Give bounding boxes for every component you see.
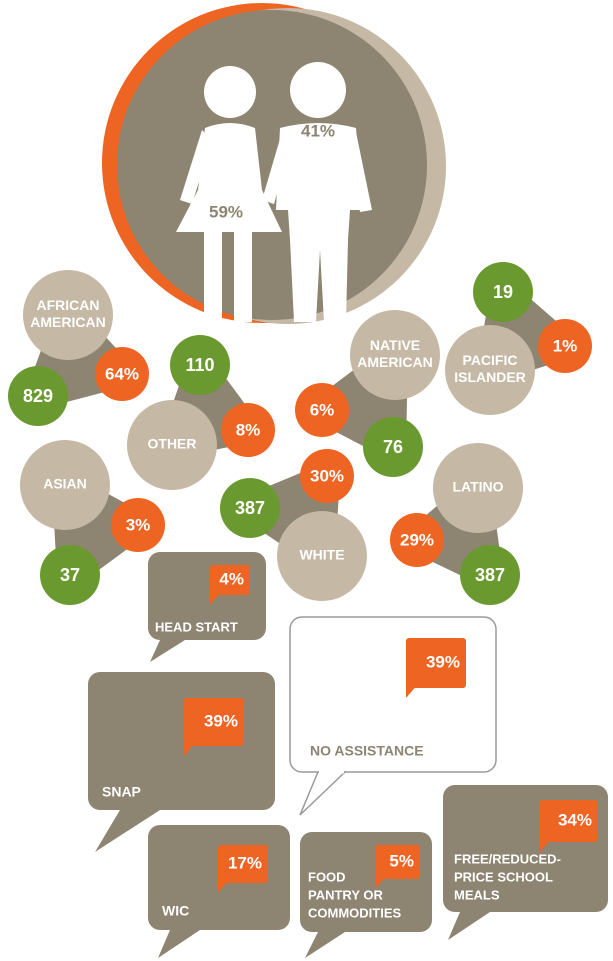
group-percent: 6% — [310, 400, 335, 419]
count-circle — [220, 478, 280, 538]
assistance-percent: 39% — [426, 652, 460, 671]
group-percent: 30% — [310, 466, 344, 485]
group-label: ASIAN — [43, 476, 87, 492]
label-circle — [277, 511, 367, 601]
percent-circle — [538, 319, 592, 373]
tag — [210, 565, 250, 595]
assistance-label: PRICE SCHOOL — [454, 869, 553, 884]
group-count: 387 — [475, 565, 505, 585]
group-count: 829 — [23, 386, 53, 406]
group-label: NATIVE — [370, 337, 420, 353]
assistance-label: WIC — [162, 903, 189, 919]
percent-circle — [300, 449, 354, 503]
label-circle — [445, 325, 535, 415]
assistance-percent: 5% — [389, 851, 414, 870]
assistance-label: HEAD START — [155, 619, 238, 634]
group-count: 37 — [60, 565, 80, 585]
group-count: 387 — [235, 498, 265, 518]
assistance-percent: 17% — [228, 853, 262, 872]
male-figure — [262, 62, 372, 322]
percent-circle — [95, 347, 149, 401]
tag-tail — [375, 875, 387, 889]
percent-circle — [295, 383, 349, 437]
female-percent: 59% — [209, 202, 243, 221]
bubble-tail — [158, 930, 200, 958]
tag — [406, 638, 466, 688]
assistance-label: COMMODITIES — [308, 905, 401, 920]
group-label: AMERICAN — [30, 314, 105, 330]
group-count: 110 — [185, 355, 214, 375]
percent-circle — [390, 513, 444, 567]
tag-tail — [540, 838, 552, 852]
percent-circle — [221, 403, 275, 457]
tag-tail — [218, 879, 230, 893]
bubble-tail — [299, 771, 347, 816]
label-circle — [20, 440, 110, 530]
bubble-tail — [305, 932, 345, 958]
tag-tail — [406, 684, 418, 698]
male-percent: 41% — [301, 121, 335, 140]
group-label: PACIFIC — [463, 352, 518, 368]
assistance-label: FOOD — [308, 869, 346, 884]
tag-tail — [210, 591, 222, 605]
count-circle — [473, 262, 533, 322]
group-percent: 64% — [105, 364, 139, 383]
tag — [184, 698, 244, 746]
assistance-label: MEALS — [454, 887, 500, 902]
bubble-tail — [95, 810, 160, 852]
group-label: AMERICAN — [357, 354, 432, 370]
assistance-label: PANTRY OR — [308, 887, 383, 902]
tag — [540, 800, 598, 842]
assistance-label: SNAP — [102, 784, 141, 800]
label-circle — [127, 400, 217, 490]
tag — [218, 845, 268, 883]
assistance-percent: 4% — [219, 569, 244, 588]
main-circle — [117, 10, 427, 320]
group-label: ISLANDER — [454, 369, 526, 385]
group-label: AFRICAN — [37, 297, 100, 313]
group-count: 19 — [493, 282, 513, 302]
label-circle — [23, 270, 113, 360]
label-circle — [433, 443, 523, 533]
group-percent: 3% — [126, 515, 151, 534]
assistance-label: FREE/REDUCED- — [454, 851, 561, 866]
tag — [375, 845, 420, 879]
bubble-tail — [448, 912, 490, 940]
bubble-tail — [150, 640, 185, 662]
group-percent: 29% — [400, 530, 434, 549]
group-label: WHITE — [299, 547, 344, 563]
assistance-percent: 34% — [558, 810, 592, 829]
count-circle — [363, 417, 423, 477]
group-label: LATINO — [452, 479, 503, 495]
percent-circle — [111, 498, 165, 552]
count-circle — [460, 545, 520, 605]
count-circle — [170, 335, 230, 395]
group-count: 76 — [383, 437, 403, 457]
female-figure — [176, 66, 282, 322]
assistance-percent: 39% — [204, 711, 238, 730]
group-label: OTHER — [148, 436, 197, 452]
assistance-label: NO ASSISTANCE — [310, 743, 424, 759]
group-percent: 1% — [553, 336, 578, 355]
count-circle — [8, 366, 68, 426]
group-percent: 8% — [236, 420, 261, 439]
count-circle — [40, 545, 100, 605]
label-circle — [350, 310, 440, 400]
tag-tail — [184, 742, 196, 756]
